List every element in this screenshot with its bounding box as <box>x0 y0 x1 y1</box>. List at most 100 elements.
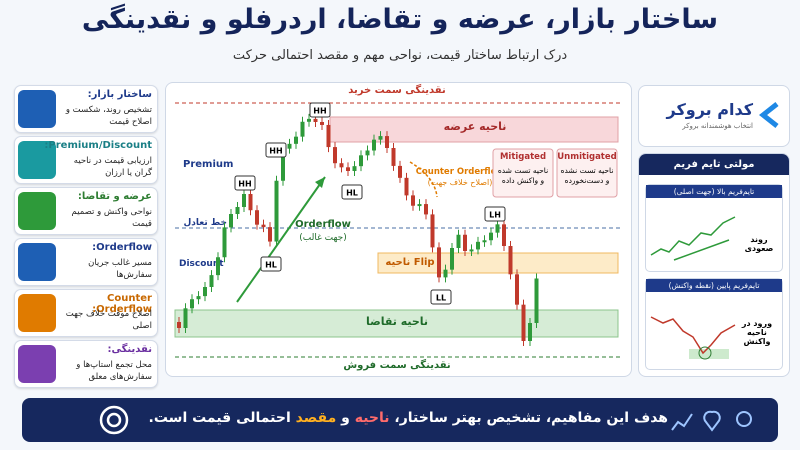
candle <box>274 180 279 242</box>
target-icon <box>99 405 129 435</box>
candle <box>209 275 214 287</box>
ltf-label: تایم‌فریم پایین (نقطه واکنش) <box>646 279 782 292</box>
candle <box>268 227 272 242</box>
candle <box>411 195 415 206</box>
mtf-title: مولتی تایم فریم <box>639 154 789 175</box>
brand-name: کدام بروکر <box>666 100 754 119</box>
footer-part: ناحیه <box>354 410 390 426</box>
brand-logo <box>759 102 779 128</box>
point-label: HL <box>265 261 277 270</box>
point-box <box>265 142 287 158</box>
structure-points: HH HH HH HL HL LH LL <box>234 102 506 305</box>
point-box <box>341 184 363 200</box>
orderflow-note: (جهت غالب) <box>299 233 346 243</box>
candle <box>320 122 324 125</box>
footer-part: مقصد <box>295 410 337 426</box>
candle <box>326 124 331 148</box>
point-label: HH <box>238 180 251 189</box>
candle <box>242 194 246 207</box>
candle <box>229 214 233 228</box>
candle <box>378 136 383 140</box>
point-box <box>309 102 331 118</box>
candle <box>482 240 487 243</box>
ltf-box: تایم‌فریم پایین (نقطه واکنش) ورود در ناح… <box>645 278 783 370</box>
card-title: نقدینگی: <box>107 344 153 355</box>
candle <box>515 274 519 305</box>
candle <box>489 232 493 241</box>
mtf-panel: مولتی تایم فریم تایم‌فریم بالا (جهت اصلی… <box>638 153 790 377</box>
candle <box>281 148 285 181</box>
footer-bar: هدف این مفاهیم، تشخیص بهتر ساختار، ناحیه… <box>22 398 778 442</box>
card-icon <box>18 243 56 281</box>
orderflow-label: Orderflow <box>295 219 351 230</box>
footer-text: هدف این مفاهیم، تشخیص بهتر ساختار، ناحیه… <box>149 410 668 426</box>
card-text: ارزیابی قیمت در ناحیه گران یا ارزان <box>73 156 152 178</box>
candle <box>261 224 266 228</box>
candle <box>502 224 506 246</box>
point-label: LH <box>489 211 501 220</box>
supply-zone <box>329 116 619 143</box>
candle <box>372 139 376 151</box>
footer-part: هدف این مفاهیم، تشخیص بهتر ساختار، <box>389 410 668 426</box>
demand-label: ناحیه تقاضا <box>366 315 428 328</box>
equilibrium-label: خط تعادل <box>183 218 227 228</box>
candle <box>313 118 318 122</box>
candle <box>456 234 461 248</box>
subtitle: درک ارتباط ساختار قیمت، نواحی مهم و مقصد… <box>232 48 568 63</box>
brand-box: کدام بروکر انتخاب هوشمندانه بروکر <box>638 85 790 147</box>
discount-label: Discount <box>179 259 224 269</box>
point-label: LL <box>436 294 446 303</box>
candle <box>248 194 253 211</box>
counter-note: (اصلاح خلاف جهت) <box>428 178 493 187</box>
unmitigated-label: Unmitigated <box>557 152 616 162</box>
candle <box>177 322 181 328</box>
candle <box>333 147 337 164</box>
candle <box>222 227 227 258</box>
card-title: عرضه و تقاضا: <box>77 191 152 202</box>
card: عرضه و تقاضا: نواحی واکنش و تصمیم قیمت <box>14 187 158 235</box>
candle <box>352 166 357 171</box>
candle <box>424 204 428 215</box>
sell-liquidity-label: نقدینگی سمت فروش <box>343 358 450 371</box>
candle <box>216 257 220 276</box>
demand-zone <box>174 309 619 338</box>
candle <box>528 323 532 341</box>
mitigated-box <box>492 148 554 198</box>
card: Premium/Discount: ارزیابی قیمت در ناحیه گ… <box>14 136 158 184</box>
candle <box>300 121 305 137</box>
candle <box>476 241 480 250</box>
htf-note: روند صعودی <box>744 235 774 253</box>
buy-liquidity-label: نقدینگی سمت خرید <box>348 83 446 96</box>
card-text: محل تجمع استاپ‌ها و سفارش‌های معلق <box>76 360 152 382</box>
candle <box>417 204 422 207</box>
candle <box>339 163 344 168</box>
point-label: HL <box>346 189 358 198</box>
counter-label: Counter Orderflow <box>416 167 505 177</box>
candle <box>404 177 409 196</box>
candle <box>235 207 240 214</box>
footer-part: احتمالی قیمت است. <box>148 410 296 426</box>
point-label: HH <box>269 147 282 156</box>
counter-arrow <box>409 161 438 198</box>
card-text: تشخیص روند، شکست و اصلاح قیمت <box>65 105 152 127</box>
card: Counter Orderflow: اصلاح موقت خلاف جهت اص… <box>14 289 158 337</box>
candle <box>508 246 513 275</box>
point-box <box>430 289 452 305</box>
point-box <box>484 206 506 222</box>
candle <box>391 148 396 166</box>
card-icon <box>18 90 56 128</box>
candle <box>183 308 188 328</box>
card-icon <box>18 192 56 230</box>
title: ساختار بازار، عرضه و تقاضا، اردرفلو و نق… <box>81 4 719 35</box>
premium-label: Premium <box>183 159 233 170</box>
ltf-note: ورود در ناحیه واکنش <box>741 319 773 346</box>
card: نقدینگی: محل تجمع استاپ‌ها و سفارش‌های مع… <box>14 340 158 388</box>
ltf-chart <box>650 316 736 360</box>
candle <box>346 167 350 171</box>
chart: نقدینگی سمت خرید ناحیه عرضه Premium خط ت… <box>174 83 620 371</box>
candle <box>398 165 402 178</box>
candle <box>287 143 292 149</box>
candle <box>359 155 363 167</box>
brand-tagline: انتخاب هوشمندانه بروکر <box>682 122 753 130</box>
point-label: HH <box>313 107 326 116</box>
